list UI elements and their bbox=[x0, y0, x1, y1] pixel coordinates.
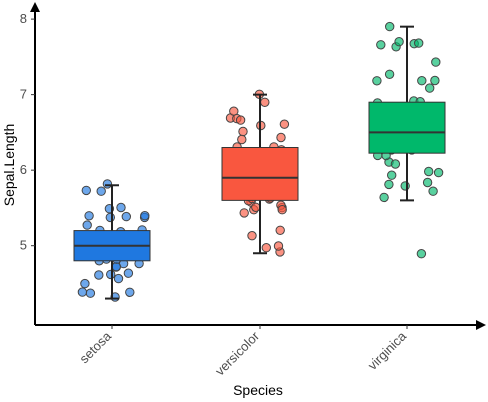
data-point bbox=[422, 177, 433, 188]
data-point bbox=[425, 83, 435, 93]
data-point bbox=[414, 38, 424, 48]
x-ticks: setosa versicolor virginica bbox=[76, 325, 410, 378]
y-tick-label: 5 bbox=[20, 238, 27, 253]
data-point bbox=[106, 269, 116, 280]
data-point bbox=[140, 211, 150, 221]
data-point bbox=[372, 76, 382, 86]
data-point bbox=[123, 268, 134, 278]
axes bbox=[30, 2, 486, 330]
data-point bbox=[428, 186, 438, 196]
data-point bbox=[279, 119, 290, 129]
boxes-layer bbox=[73, 25, 446, 300]
box-virginica bbox=[368, 101, 446, 154]
data-point bbox=[384, 179, 394, 190]
data-point bbox=[417, 76, 427, 86]
data-point bbox=[387, 170, 397, 180]
data-point bbox=[237, 134, 247, 145]
data-point bbox=[260, 97, 270, 108]
y-axis-title: Sepal.Length bbox=[1, 124, 17, 207]
y-ticks: 5 6 7 8 bbox=[20, 11, 35, 253]
data-point bbox=[376, 40, 386, 50]
data-point bbox=[247, 231, 257, 241]
data-point bbox=[251, 202, 261, 213]
data-point bbox=[431, 57, 441, 67]
data-point bbox=[384, 69, 395, 80]
x-axis-title: Species bbox=[233, 382, 283, 398]
data-point bbox=[394, 37, 404, 47]
data-point bbox=[416, 249, 427, 259]
data-point bbox=[430, 75, 440, 86]
data-point bbox=[238, 126, 248, 137]
data-point bbox=[125, 287, 135, 297]
data-point bbox=[239, 208, 249, 218]
data-point bbox=[105, 212, 116, 223]
y-axis-arrow-icon bbox=[30, 2, 40, 12]
data-point bbox=[81, 185, 92, 196]
x-tick-label: versicolor bbox=[212, 328, 262, 378]
data-point bbox=[116, 202, 126, 213]
data-point bbox=[80, 278, 90, 289]
data-point bbox=[400, 181, 410, 191]
box-versicolor bbox=[221, 147, 299, 201]
data-point bbox=[273, 241, 284, 251]
data-point bbox=[433, 167, 444, 178]
data-point bbox=[121, 211, 132, 222]
data-point bbox=[102, 179, 113, 189]
data-point bbox=[424, 166, 434, 177]
data-point bbox=[113, 273, 124, 284]
x-axis-arrow-icon bbox=[476, 320, 486, 330]
data-point bbox=[276, 132, 286, 143]
x-tick-label: virginica bbox=[365, 328, 410, 373]
y-tick-label: 7 bbox=[20, 87, 27, 102]
x-tick-label: setosa bbox=[76, 328, 114, 366]
data-point bbox=[77, 287, 88, 297]
data-point bbox=[94, 270, 104, 280]
data-point bbox=[84, 211, 94, 221]
y-tick-label: 6 bbox=[20, 162, 27, 177]
data-point bbox=[379, 192, 389, 203]
data-point bbox=[275, 225, 285, 236]
data-point bbox=[261, 243, 271, 253]
data-point bbox=[85, 288, 96, 298]
data-point bbox=[390, 159, 401, 169]
y-tick-label: 8 bbox=[20, 11, 27, 26]
data-point bbox=[277, 205, 287, 215]
data-point bbox=[82, 220, 92, 230]
data-point bbox=[385, 21, 395, 32]
data-point bbox=[235, 115, 246, 125]
data-point bbox=[96, 186, 106, 196]
